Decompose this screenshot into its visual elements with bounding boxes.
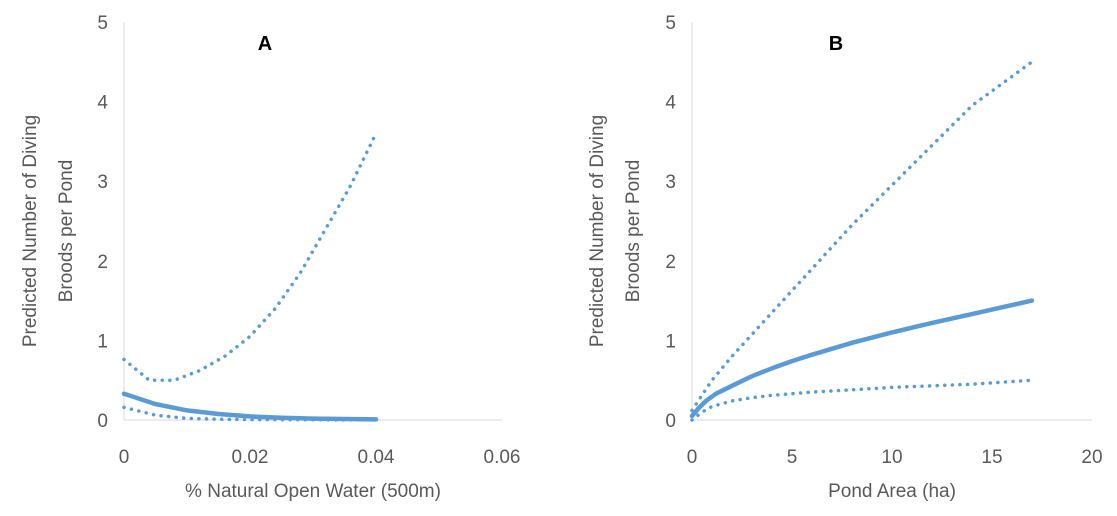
panel-title: A — [258, 33, 272, 55]
y-tick-label: 1 — [665, 331, 676, 352]
x-tick-label: 0.04 — [358, 447, 395, 468]
confidence-bound-line — [690, 60, 1034, 413]
x-axis-title: Pond Area (ha) — [828, 481, 956, 502]
y-axis-title-line: Broods per Pond — [56, 160, 77, 303]
confidence-bound-line — [122, 131, 378, 382]
x-tick-label: 5 — [787, 447, 798, 468]
y-tick-label: 3 — [97, 172, 108, 193]
y-tick-label: 4 — [665, 93, 676, 114]
y-tick-label: 0 — [665, 411, 676, 432]
x-tick-label: 0.06 — [484, 447, 521, 468]
x-tick-label: 0.02 — [232, 447, 269, 468]
panel-title: B — [829, 33, 843, 55]
y-tick-label: 2 — [665, 252, 676, 273]
y-tick-label: 0 — [97, 411, 108, 432]
x-tick-label: 0 — [687, 447, 698, 468]
y-tick-label: 4 — [97, 93, 108, 114]
prediction-line — [689, 298, 1035, 419]
x-tick-label: 15 — [981, 447, 1002, 468]
y-tick-label: 5 — [665, 13, 676, 34]
y-axis-title-line: Predicted Number of Diving — [20, 115, 41, 347]
confidence-bound-line — [690, 378, 1034, 422]
y-axis-title-line: Broods per Pond — [623, 160, 644, 303]
y-tick-label: 2 — [97, 252, 108, 273]
y-tick-label: 1 — [97, 331, 108, 352]
x-tick-label: 20 — [1081, 447, 1102, 468]
y-axis-title-line: Predicted Number of Diving — [587, 115, 608, 347]
panel-a: 0 1 2 3 4 5 0 0.02 0.04 0.06 A % Natural Open Water… — [20, 13, 520, 502]
confidence-bound-line — [122, 405, 378, 422]
x-axis-title: % Natural Open Water (500m) — [185, 481, 441, 502]
y-tick-label: 5 — [97, 13, 108, 34]
panel-b: 0 1 2 3 4 5 0 5 10 15 20 B Pond Area (ha) Predicted N… — [587, 13, 1103, 502]
x-tick-label: 10 — [881, 447, 902, 468]
x-tick-label: 0 — [119, 447, 130, 468]
y-tick-label: 3 — [665, 172, 676, 193]
prediction-line — [121, 391, 379, 422]
